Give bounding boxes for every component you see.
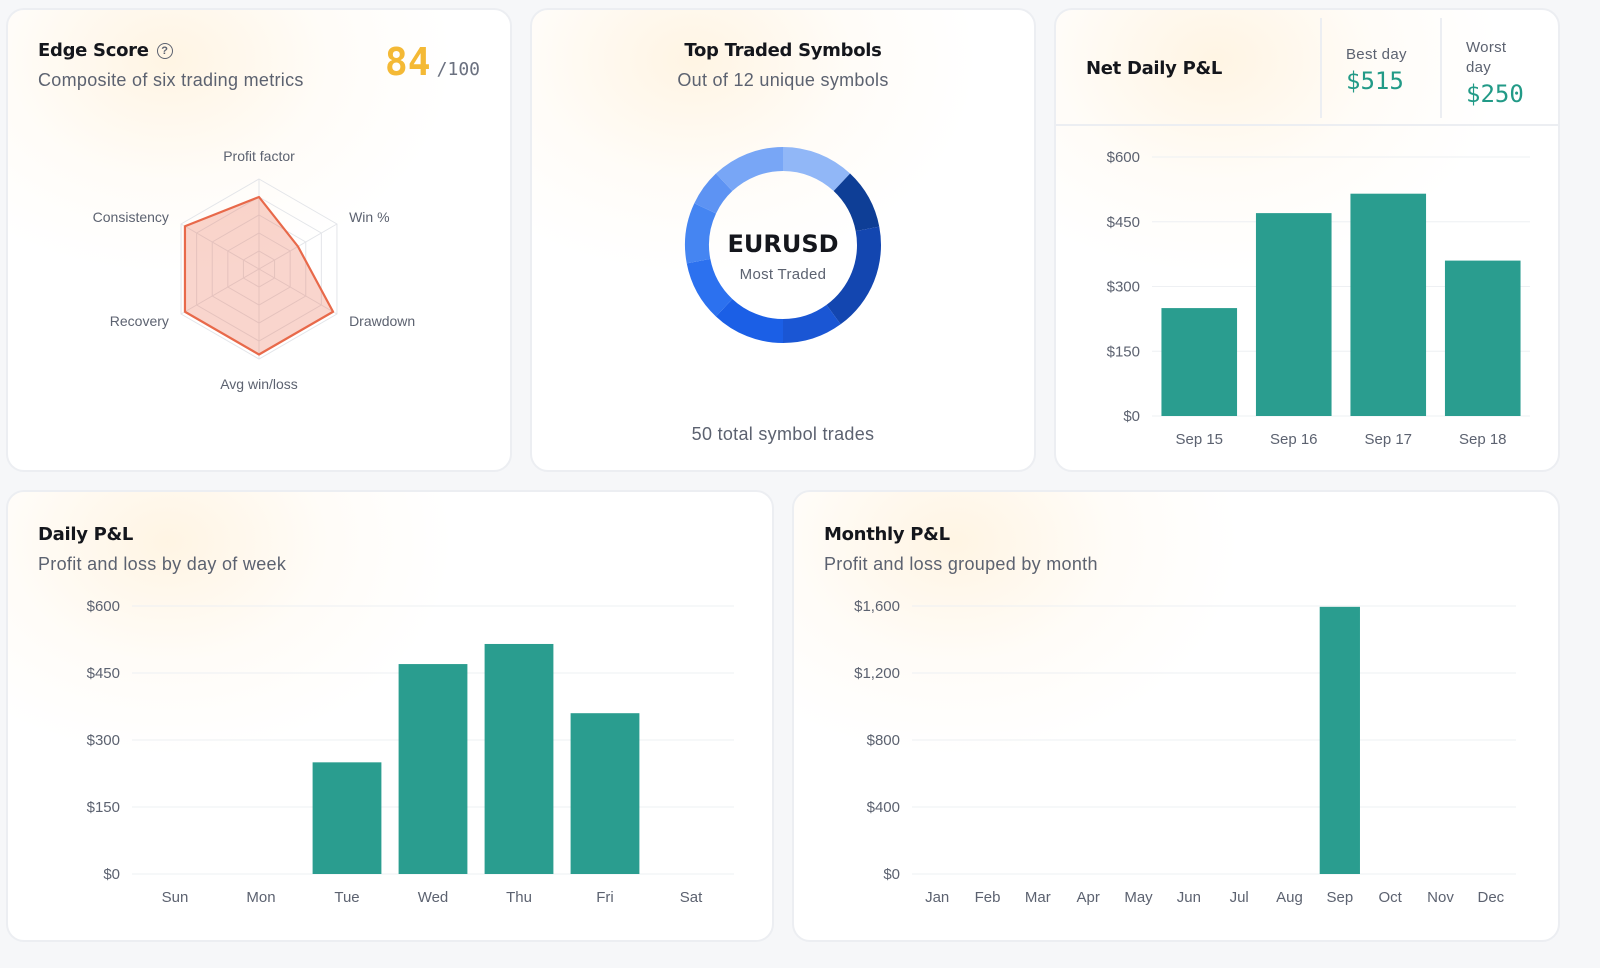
net-daily-x-tick-label: Sep 15 [1175, 431, 1223, 448]
net-daily-bar [1444, 260, 1521, 416]
best-day-label: Best day [1346, 46, 1407, 63]
help-icon[interactable]: ? [156, 42, 173, 59]
top-symbols-subtitle: Out of 12 unique symbols [677, 70, 889, 90]
daily-pnl-y-tick-label: $600 [87, 598, 120, 615]
donut-chart [685, 147, 881, 343]
edge-score-value: 84 /100 [385, 40, 480, 84]
edge-score-subtitle: Composite of six trading metrics [38, 70, 304, 90]
monthly-pnl-bar [1319, 606, 1360, 874]
daily-pnl-bar [570, 713, 640, 874]
daily-pnl-bar [312, 762, 382, 874]
daily-pnl-bar [398, 664, 468, 874]
radar-axis-label: Drawdown [349, 313, 415, 329]
net-daily-y-tick-label: $0 [1123, 408, 1140, 425]
monthly-pnl-x-tick-label: Jan [925, 889, 949, 906]
monthly-pnl-y-tick-label: $1,200 [854, 665, 900, 682]
radar-chart: Profit factor Win % Drawdown Avg win/loss Re… [93, 148, 416, 392]
daily-pnl-y-tick-label: $450 [87, 665, 120, 682]
radar-value-polygon [183, 195, 335, 356]
edge-score-card: Edge Score ? Composite of six trading me… [6, 8, 512, 472]
daily-pnl-x-tick-label: Tue [334, 889, 359, 906]
monthly-pnl-x-tick-label: Aug [1276, 889, 1303, 906]
radar-axis-label: Recovery [110, 313, 169, 329]
net-daily-title: Net Daily P&L [1086, 58, 1223, 79]
top-symbols-title: Top Traded Symbols [684, 40, 882, 61]
radar-axis-line [258, 268, 338, 315]
daily-pnl-x-tick-label: Wed [418, 889, 449, 906]
radar-axis-label: Avg win/loss [220, 376, 298, 392]
monthly-pnl-subtitle: Profit and loss grouped by month [824, 554, 1098, 574]
net-daily-x-tick-label: Sep 17 [1364, 431, 1412, 448]
daily-pnl-x-tick-label: Mon [246, 889, 275, 906]
monthly-pnl-y-tick-label: $1,600 [854, 598, 900, 615]
monthly-pnl-card: Monthly P&L Profit and loss grouped by m… [792, 490, 1560, 942]
monthly-pnl-x-tick-label: Oct [1378, 889, 1402, 906]
monthly-pnl-x-tick-label: May [1124, 889, 1153, 906]
donut-center-label: EURUSD [727, 230, 839, 258]
monthly-pnl-y-tick-label: $400 [867, 799, 900, 816]
daily-pnl-x-tick-label: Fri [596, 889, 614, 906]
monthly-pnl-x-tick-label: Nov [1427, 889, 1454, 906]
radar-axis-line [180, 223, 260, 270]
daily-pnl-bar [484, 643, 554, 874]
score-max: /100 [436, 59, 480, 80]
net-daily-card: Net Daily P&L Best day $515 Worst day $2… [1054, 8, 1560, 472]
monthly-pnl-x-tick-label: Jun [1177, 889, 1201, 906]
net-daily-x-tick-label: Sep 18 [1459, 431, 1507, 448]
net-daily-y-tick-label: $300 [1107, 279, 1140, 296]
net-daily-header: Net Daily P&L Best day $515 Worst day $2… [1056, 10, 1558, 126]
radar-axis-label: Consistency [93, 209, 169, 225]
radar-axis-line [180, 268, 260, 315]
daily-pnl-subtitle: Profit and loss by day of week [38, 554, 287, 574]
score-number: 84 [384, 40, 431, 84]
net-daily-bar [1161, 308, 1238, 416]
monthly-pnl-y-tick-label: $800 [867, 732, 900, 749]
net-daily-y-tick-label: $600 [1107, 149, 1140, 166]
monthly-pnl-x-tick-label: Sep [1326, 889, 1353, 906]
net-daily-x-tick-label: Sep 16 [1270, 431, 1318, 448]
donut-slice [694, 173, 733, 214]
net-daily-bar-chart: $0 $150 $300 $450 $600 Sep 15 Sep 16 Sep 17 Sep … [1107, 149, 1530, 448]
donut-slice [685, 203, 717, 264]
donut-slice [715, 298, 783, 343]
donut-slice [783, 147, 851, 192]
daily-pnl-x-tick-label: Thu [506, 889, 532, 906]
net-daily-y-tick-label: $450 [1107, 214, 1140, 231]
radar-axis-label: Profit factor [223, 148, 295, 164]
worst-day-value: $250 [1466, 80, 1524, 108]
daily-pnl-bar-chart: $0 $150 $300 $450 $600 Sun Mon Tue Wed Thu Fri Sat [87, 598, 734, 906]
monthly-pnl-title: Monthly P&L [824, 524, 950, 545]
daily-pnl-card: Daily P&L Profit and loss by day of week… [6, 490, 774, 942]
edge-score-title: Edge Score [38, 40, 149, 61]
monthly-pnl-x-tick-label: Mar [1025, 889, 1051, 906]
radar-axis-label: Win % [349, 209, 389, 225]
daily-pnl-y-tick-label: $150 [87, 799, 120, 816]
daily-pnl-y-tick-label: $300 [87, 732, 120, 749]
monthly-pnl-bar-chart: $0 $400 $800 $1,200 $1,600 Jan Feb Mar Apr May Jun… [854, 598, 1516, 906]
net-daily-bar [1350, 193, 1427, 416]
monthly-pnl-x-tick-label: Jul [1230, 889, 1249, 906]
monthly-pnl-y-tick-label: $0 [883, 866, 900, 883]
donut-slice [783, 304, 841, 343]
best-day-value: $515 [1346, 67, 1404, 95]
donut-slice [826, 226, 881, 325]
best-day-stat: Best day $515 [1320, 18, 1440, 118]
net-daily-y-tick-label: $150 [1107, 343, 1140, 360]
donut-center-sublabel: Most Traded [739, 266, 827, 283]
daily-pnl-x-tick-label: Sat [680, 889, 703, 906]
worst-day-stat: Worst day $250 [1440, 18, 1558, 118]
worst-day-label: Worst day [1466, 39, 1507, 76]
donut-slice [686, 258, 733, 317]
symbol-trades-footer: 50 total symbol trades [691, 424, 875, 444]
daily-pnl-x-tick-label: Sun [162, 889, 189, 906]
donut-slice [833, 173, 880, 232]
net-daily-bar [1255, 213, 1332, 416]
daily-pnl-y-tick-label: $0 [103, 866, 120, 883]
top-symbols-card: Top Traded Symbols Out of 12 unique symb… [530, 8, 1036, 472]
monthly-pnl-x-tick-label: Apr [1076, 889, 1099, 906]
daily-pnl-title: Daily P&L [38, 524, 134, 545]
monthly-pnl-x-tick-label: Feb [975, 889, 1001, 906]
monthly-pnl-x-tick-label: Dec [1477, 889, 1504, 906]
donut-slice [715, 147, 783, 192]
